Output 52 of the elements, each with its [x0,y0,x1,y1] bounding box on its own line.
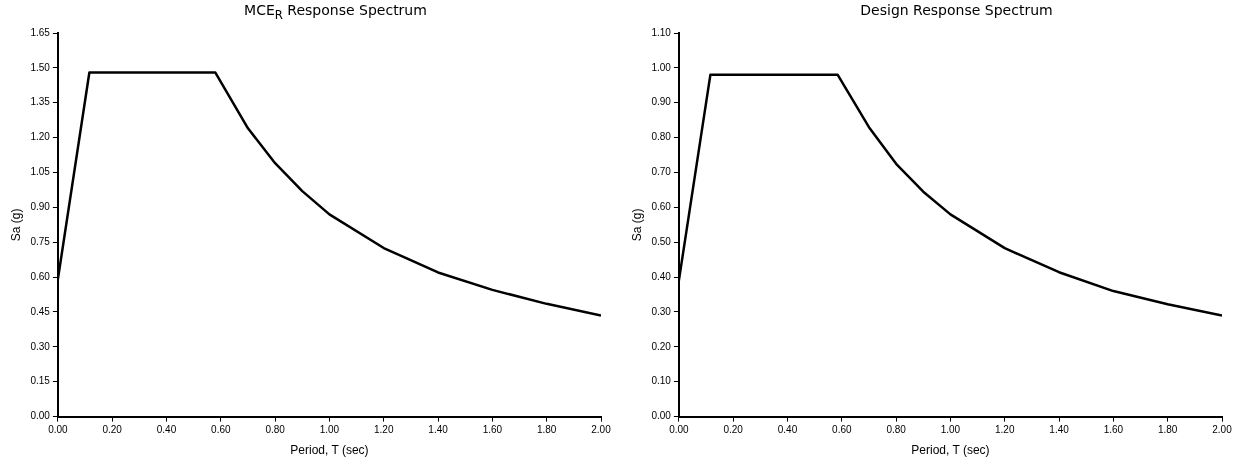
y-tick-label: 0.15 [30,375,51,387]
x-tick-label: 0.00 [48,424,69,436]
x-tick-label: 0.60 [211,424,231,436]
y-tick-label: 1.50 [30,61,51,73]
y-tick-label: 0.60 [30,270,51,282]
y-tick-label: 0.30 [30,340,51,352]
x-tick-label: 1.60 [1103,424,1124,436]
x-tick-label: 1.00 [319,424,340,436]
y-tick-label: 0.70 [651,166,672,178]
x-tick-label: 1.40 [428,424,449,436]
y-tick-label: 1.65 [30,26,51,38]
x-tick-label: 0.20 [723,424,744,436]
y-tick-label: 1.35 [30,96,51,108]
x-tick-label: 2.00 [1212,424,1233,436]
x-axis-title: Period, T (sec) [911,443,990,458]
x-tick-label: 1.40 [1049,424,1070,436]
x-tick-label: 0.20 [102,424,123,436]
y-tick-label: 0.10 [651,375,672,387]
x-tick-label: 1.20 [374,424,394,436]
y-tick-label: 1.10 [651,26,672,38]
y-tick-label: 0.90 [651,96,672,108]
x-tick-label: 0.80 [886,424,907,436]
x-tick-label: 1.80 [536,424,557,436]
chart-title: Design Response Spectrum [859,2,1054,18]
x-tick-label: 0.60 [832,424,852,436]
x-tick-label: 1.00 [940,424,961,436]
y-tick-label: 0.80 [651,131,672,143]
y-tick-label: 1.05 [30,166,51,178]
y-tick-label: 0.00 [30,410,51,422]
x-tick-label: 1.80 [1157,424,1178,436]
x-tick-label: 1.60 [482,424,503,436]
y-tick-label: 0.90 [30,201,51,213]
y-tick-label: 0.75 [30,235,51,247]
chart-title: MCE$_{R}$ Response Spectrum [243,2,428,22]
y-axis-title: Sa (g) [629,208,644,242]
x-tick-label: 1.20 [995,424,1015,436]
y-tick-label: 0.00 [651,410,672,422]
y-tick-label: 0.50 [651,235,672,247]
x-tick-label: 0.80 [265,424,286,436]
y-tick-label: 0.45 [30,305,51,317]
x-tick-label: 2.00 [591,424,612,436]
y-tick-label: 0.40 [651,270,672,282]
x-tick-label: 0.40 [156,424,177,436]
y-tick-label: 1.20 [30,131,51,143]
x-tick-label: 0.00 [669,424,690,436]
y-tick-label: 1.00 [651,61,672,73]
y-tick-label: 0.60 [651,201,672,213]
y-axis-title: Sa (g) [8,208,23,242]
y-tick-label: 0.20 [651,340,672,352]
x-tick-label: 0.40 [777,424,798,436]
x-axis-title: Period, T (sec) [290,443,369,458]
y-tick-label: 0.30 [651,305,672,317]
